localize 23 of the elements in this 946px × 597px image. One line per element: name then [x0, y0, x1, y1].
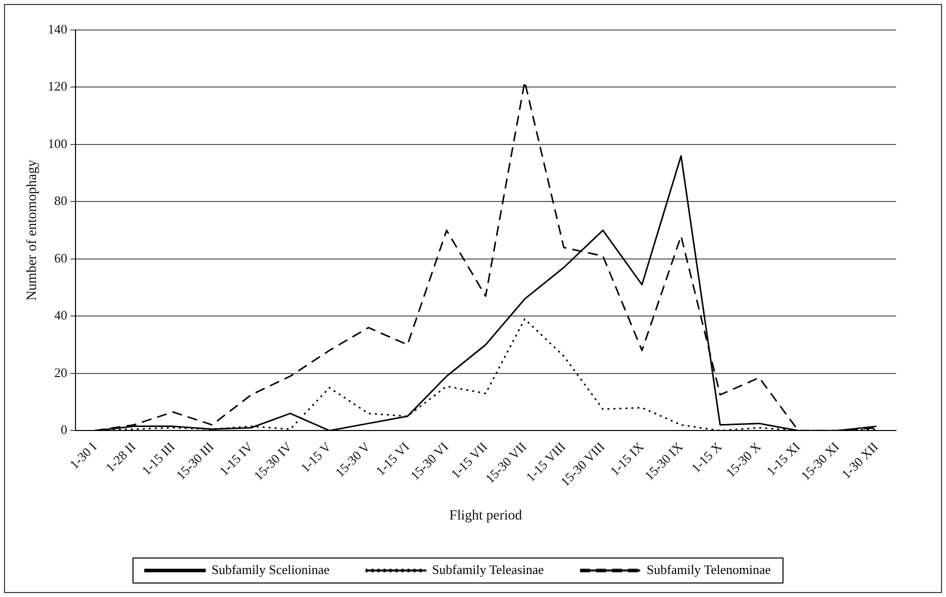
x-tick-label: 1-15 V: [298, 438, 334, 476]
y-tick-label: 80: [54, 193, 68, 208]
y-tick-label: 20: [54, 364, 68, 380]
x-tick-label: 1-30 I: [66, 439, 100, 472]
y-tick-label: 140: [48, 21, 68, 36]
y-tick-label: 100: [48, 136, 68, 151]
legend-label: Subfamily Telenominae: [646, 562, 771, 577]
x-tick-label: 1-15 X: [688, 438, 726, 476]
legend-label: Subfamily Scelioninae: [212, 562, 330, 577]
x-tick-label: 1-28 II: [102, 439, 138, 475]
y-tick-label: 40: [54, 308, 68, 323]
y-tick-label: 120: [48, 78, 68, 94]
x-tick-label: 1-15 VI: [372, 439, 412, 478]
x-tick-label: 1-15 III: [138, 439, 178, 478]
x-tick-label: 1-15 IV: [216, 438, 256, 479]
x-tick-label: 1-15 IX: [607, 438, 647, 479]
legend-label: Subfamily Teleasinae: [432, 562, 544, 577]
x-tick-label: 1-30 XII: [838, 439, 881, 482]
x-axis-title: Flight period: [449, 508, 522, 524]
x-tick-label: 1-15 XI: [763, 439, 803, 479]
y-axis-title: Number of entomophagy: [25, 160, 40, 301]
y-tick-label: 0: [60, 422, 68, 438]
y-tick-label: 60: [54, 250, 68, 266]
